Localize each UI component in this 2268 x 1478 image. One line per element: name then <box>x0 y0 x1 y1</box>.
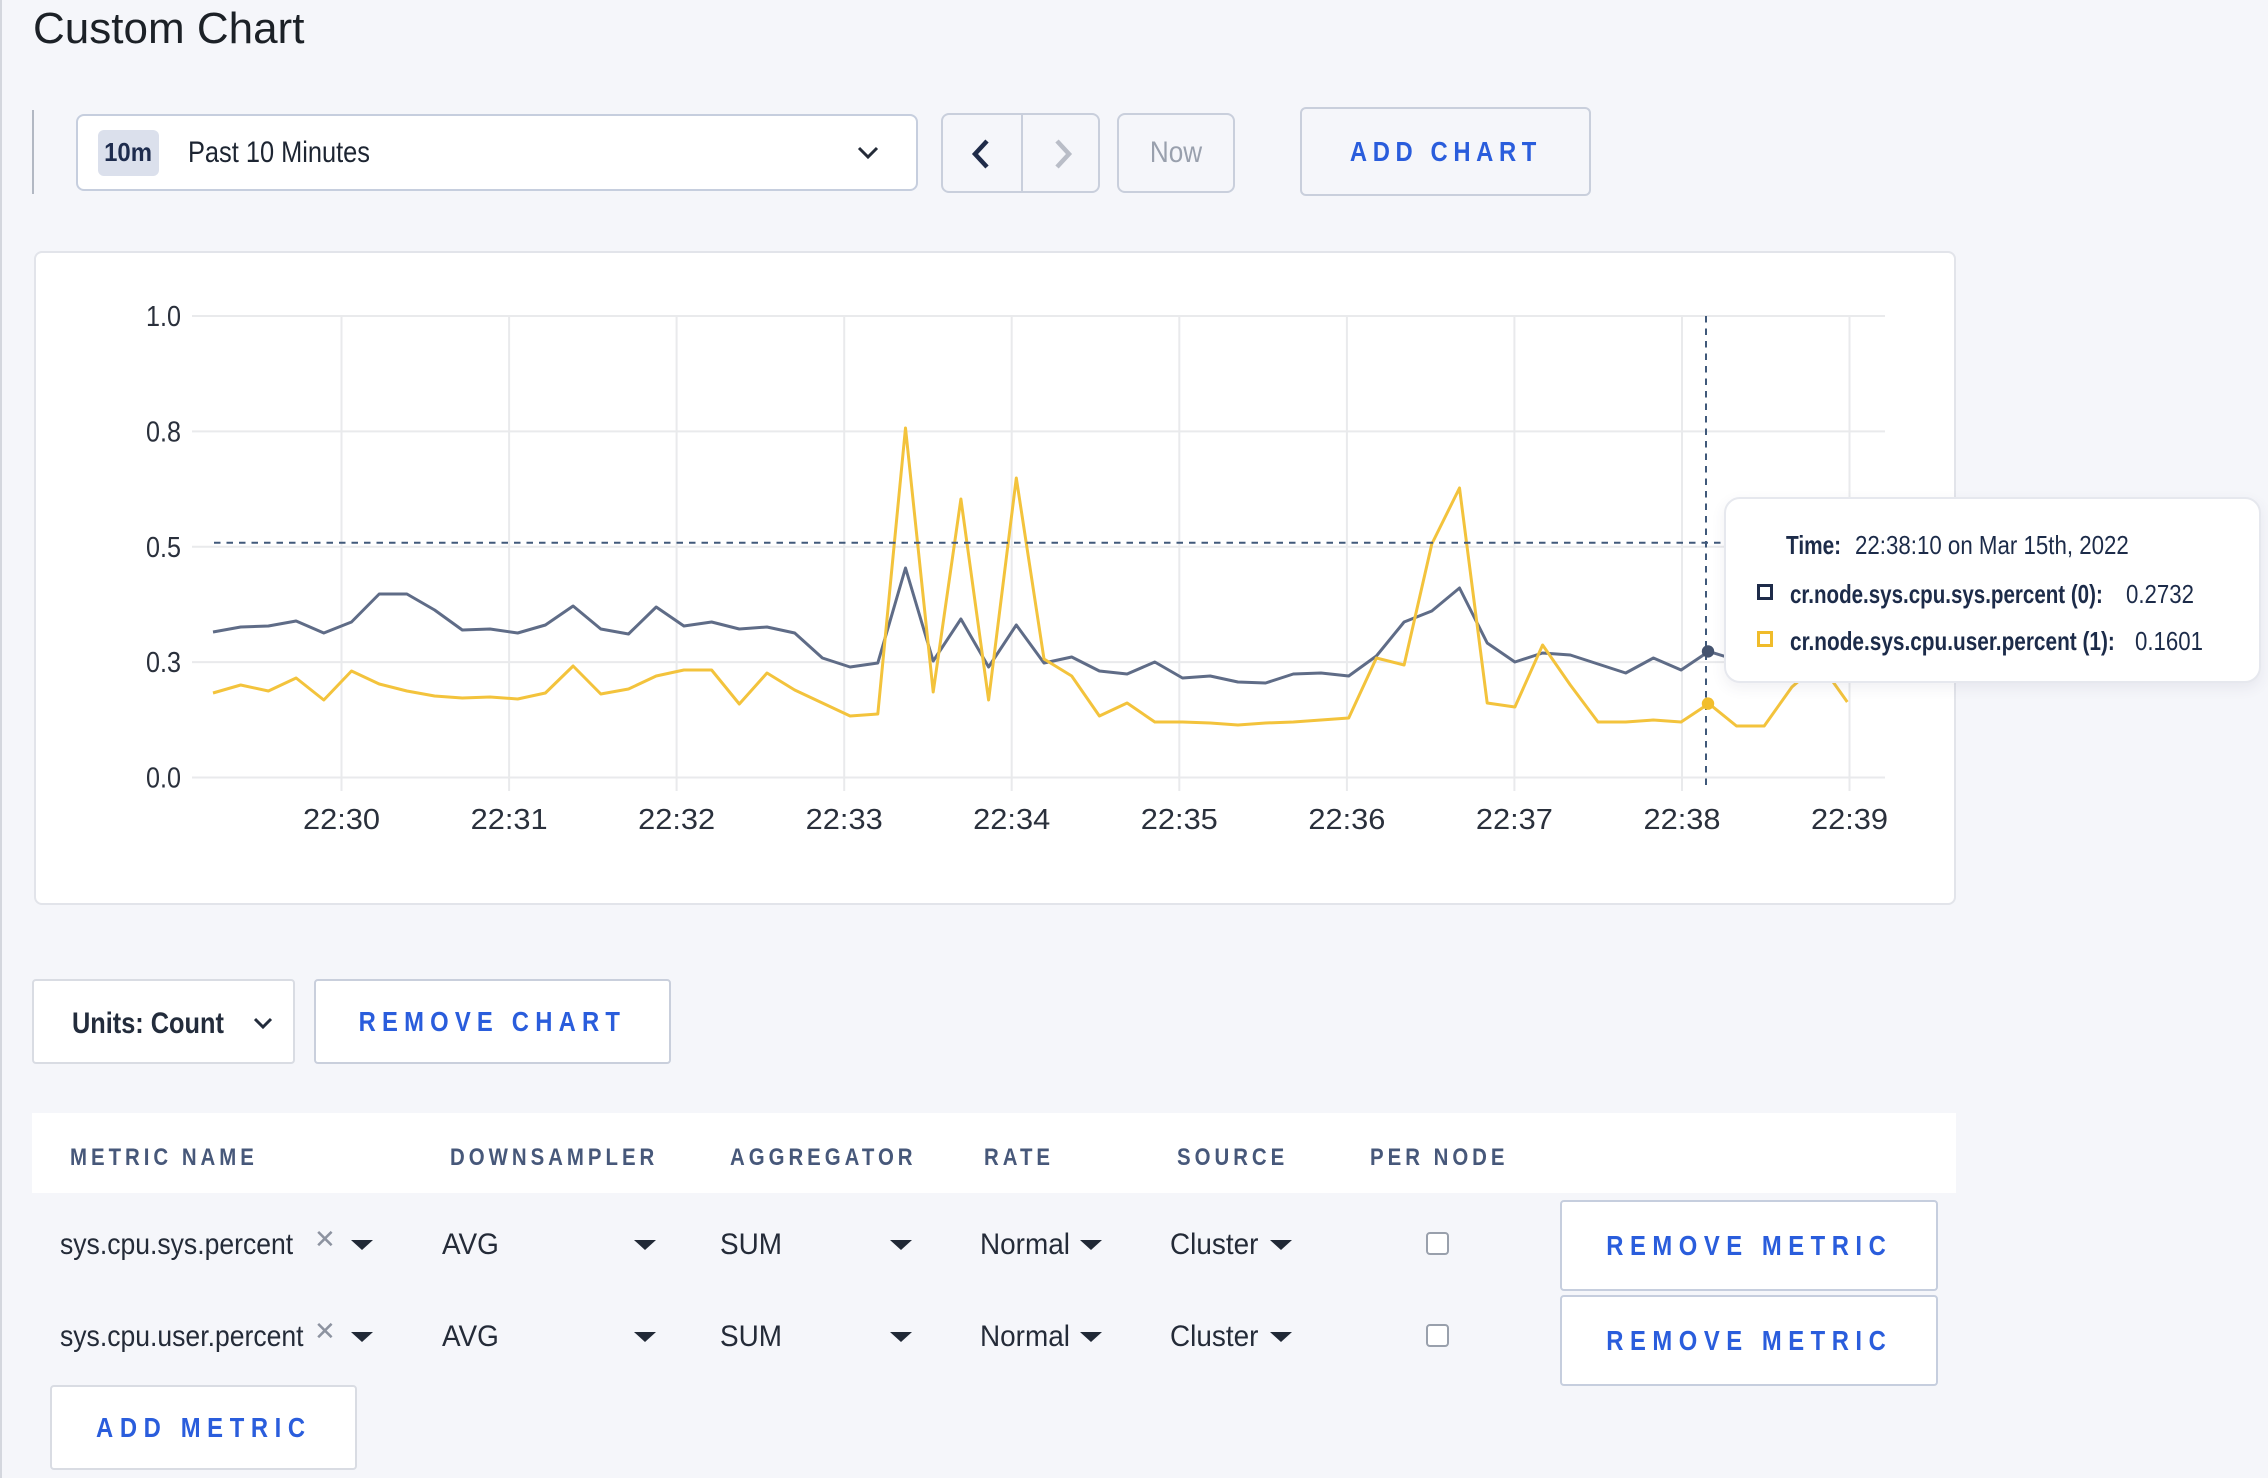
svg-text:22:33: 22:33 <box>806 804 883 836</box>
svg-text:0.3: 0.3 <box>146 647 181 679</box>
svg-text:0.8: 0.8 <box>146 416 181 448</box>
svg-text:22:31: 22:31 <box>471 804 548 836</box>
svg-text:22:38: 22:38 <box>1644 804 1721 836</box>
svg-text:22:35: 22:35 <box>1141 804 1218 836</box>
svg-text:22:30: 22:30 <box>303 804 380 836</box>
svg-text:0.5: 0.5 <box>146 532 181 564</box>
svg-text:22:36: 22:36 <box>1308 804 1385 836</box>
svg-text:22:32: 22:32 <box>638 804 715 836</box>
svg-text:22:37: 22:37 <box>1476 804 1553 836</box>
svg-text:1.0: 1.0 <box>146 301 181 333</box>
svg-text:22:34: 22:34 <box>973 804 1050 836</box>
svg-text:22:39: 22:39 <box>1811 804 1888 836</box>
svg-text:0.0: 0.0 <box>146 763 181 795</box>
